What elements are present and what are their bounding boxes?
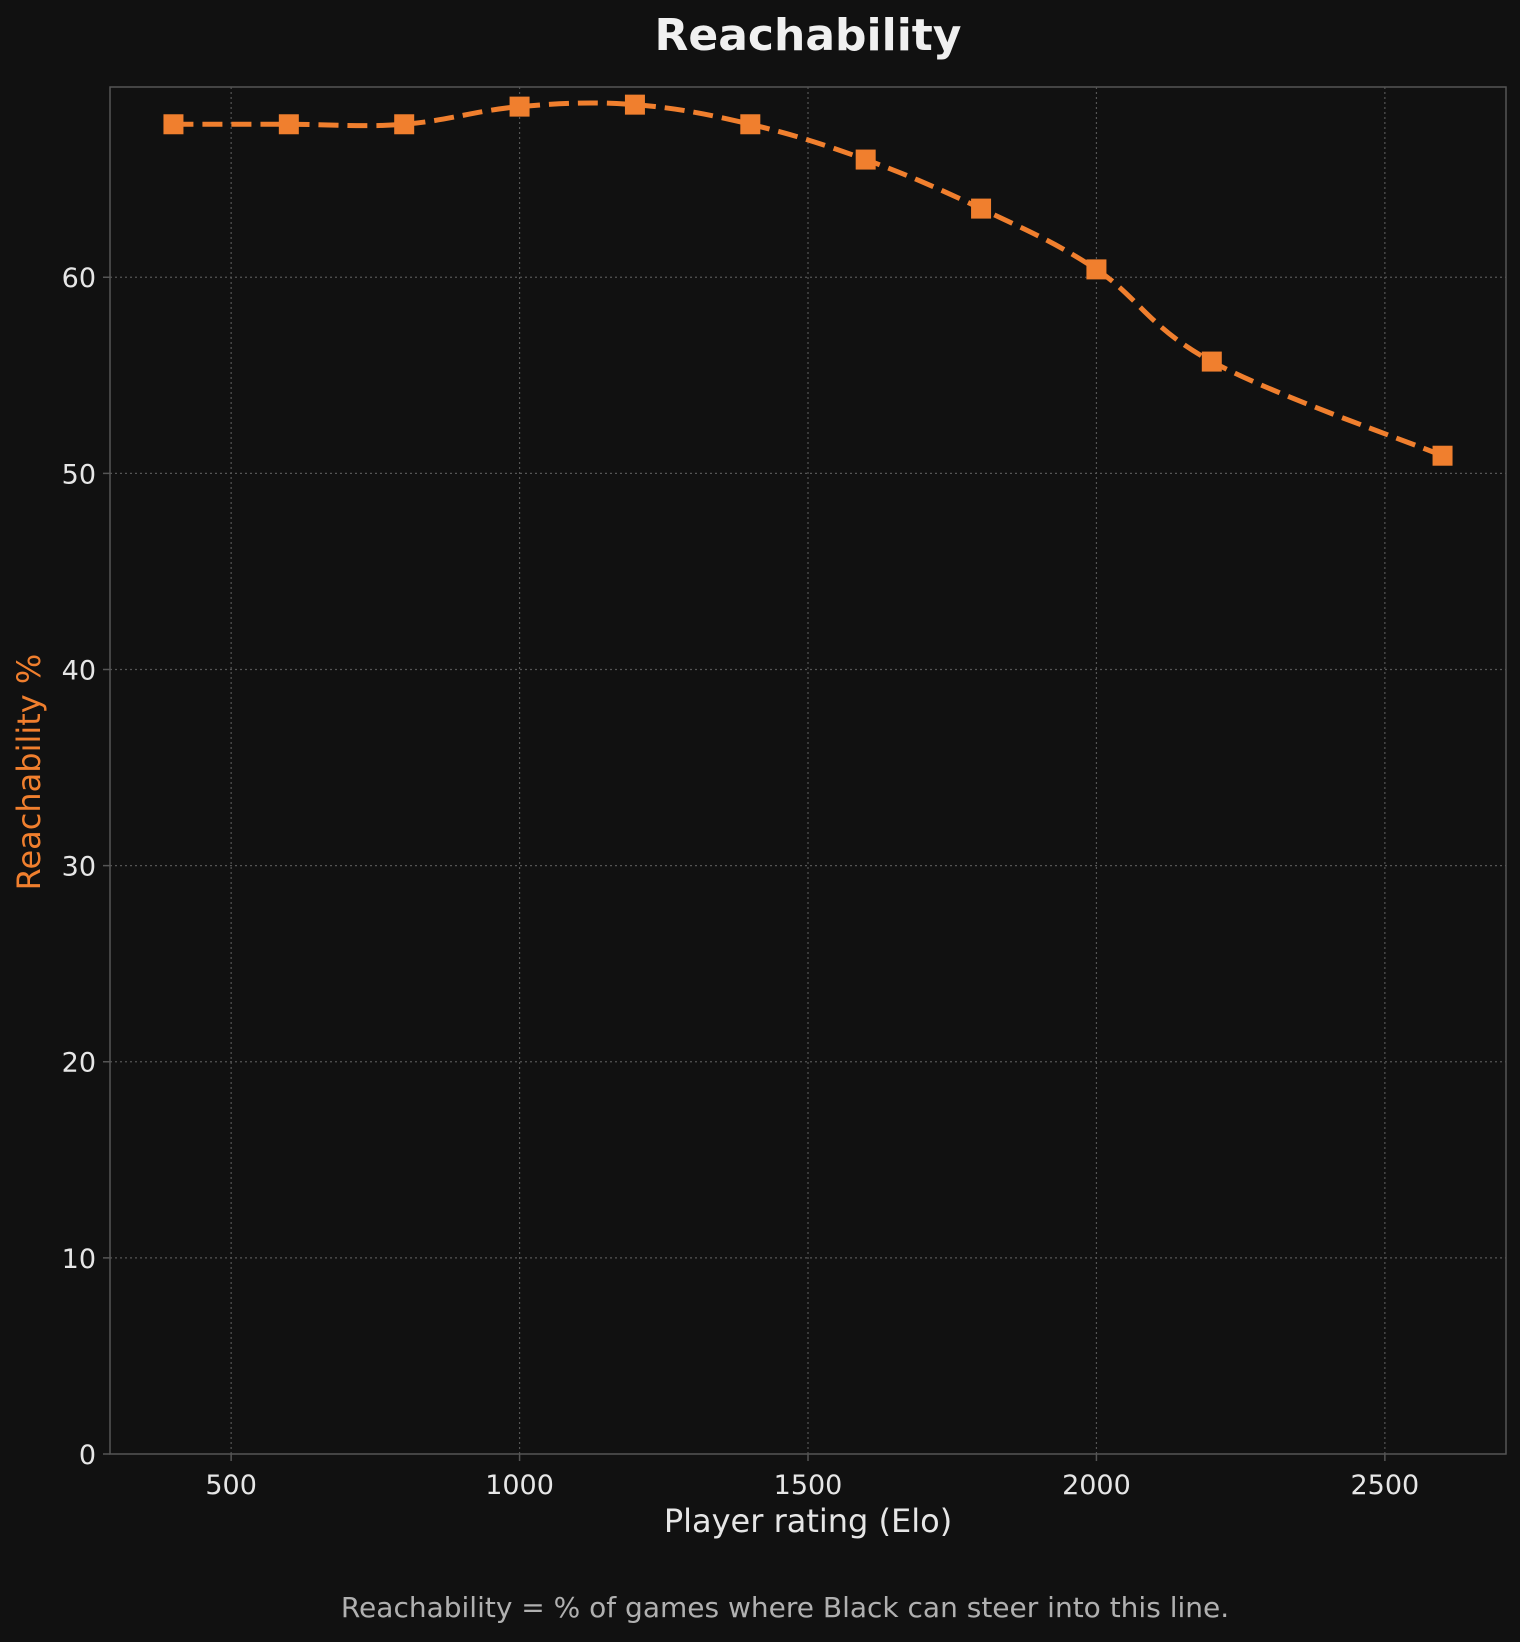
data-point-marker [1201,351,1222,372]
axis-ticks: 500 1000 1500 2000 2500 0 10 20 30 40 50 60 [62,263,1420,1501]
y-tick-label: 0 [79,1440,96,1471]
data-point-marker [509,96,530,117]
chart-title: Reachability [655,10,962,61]
y-axis-label: Reachability % [10,654,48,891]
y-tick-label: 10 [62,1244,96,1275]
data-point-marker [971,198,992,219]
chart-footnote: Reachability = % of games where Black ca… [341,1591,1229,1624]
y-tick-label: 30 [62,852,96,883]
data-point-marker [1432,445,1453,466]
y-tick-label: 50 [62,459,96,490]
x-tick-label: 2000 [1062,1470,1131,1501]
x-axis-label: Player rating (Elo) [664,1502,952,1540]
data-point-marker [740,114,761,135]
y-tick-label: 60 [62,263,96,294]
x-tick-label: 500 [205,1470,257,1501]
x-tick-label: 1000 [485,1470,554,1501]
y-tick-label: 20 [62,1048,96,1079]
data-point-marker [855,149,876,170]
y-tick-label: 40 [62,655,96,686]
data-series [163,94,1453,466]
data-point-marker [624,94,645,115]
series-line [173,100,1444,459]
x-tick-label: 2500 [1351,1470,1420,1501]
grid-lines [110,87,1506,1454]
data-point-marker [278,114,299,135]
x-tick-label: 1500 [774,1470,843,1501]
data-point-marker [163,114,184,135]
data-point-marker [1086,259,1107,280]
data-point-marker [394,114,415,135]
